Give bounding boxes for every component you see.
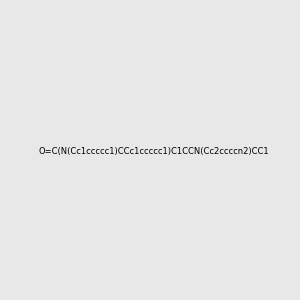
Text: O=C(N(Cc1ccccc1)CCc1ccccc1)C1CCN(Cc2ccccn2)CC1: O=C(N(Cc1ccccc1)CCc1ccccc1)C1CCN(Cc2cccc… — [38, 147, 269, 156]
